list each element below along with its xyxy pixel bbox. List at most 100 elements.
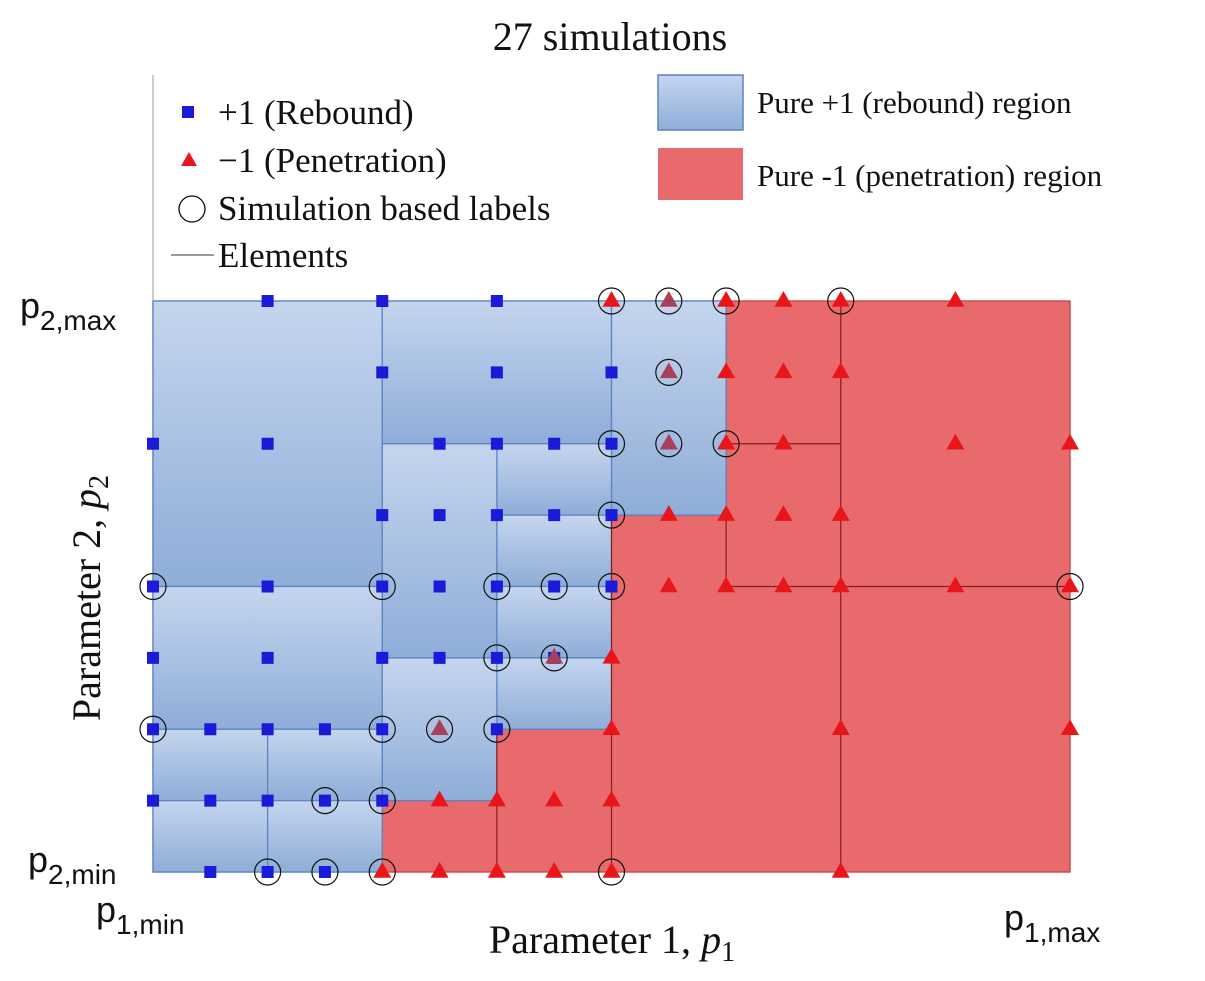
y-max-tick-label: p2,max	[20, 285, 116, 336]
legend-triangle-icon	[181, 152, 197, 166]
simulation-circle-18	[368, 715, 396, 743]
penetration-point-29	[831, 719, 850, 735]
penetration-point-22	[831, 576, 850, 593]
rebound-point-32	[261, 723, 274, 736]
rebound-point-16	[605, 509, 618, 522]
penetration-point-5	[946, 291, 965, 307]
rebound-point-34	[376, 723, 389, 736]
simulation-circle-17	[139, 715, 167, 743]
rebound-point-42	[261, 866, 274, 878]
x-axis-label: Parameter 1, p1	[489, 917, 735, 968]
simulation-circle-13	[597, 572, 626, 601]
penetration-point-18	[831, 505, 850, 521]
simulation-circle-1	[655, 287, 683, 315]
rebound-point-3	[376, 366, 389, 379]
x-min-tick-label: p1,min	[96, 889, 185, 940]
penetration-point-9	[831, 362, 850, 379]
rebound-point-37	[204, 794, 217, 807]
rebound-element-12	[152, 799, 269, 873]
penetration-point-0	[602, 291, 621, 307]
penetration-point-7	[717, 362, 736, 379]
rebound-point-4	[490, 366, 503, 379]
legend-circle-icon	[178, 195, 206, 223]
rebound-point-23	[605, 580, 618, 593]
penetration-point-33	[545, 790, 564, 807]
penetration-point-24	[1061, 576, 1079, 593]
rebound-point-36	[147, 794, 159, 807]
rebound-point-17	[147, 580, 159, 593]
penetration-point-13	[946, 433, 965, 450]
legend-item-rebound: +1 (Rebound)	[182, 93, 414, 132]
rebound-point-31	[204, 723, 217, 736]
simulation-circles	[139, 287, 1084, 886]
simulation-circle-25	[368, 858, 396, 886]
penetration-point-19	[659, 576, 678, 593]
simulation-circle-0	[597, 287, 626, 315]
simulation-circle-19	[425, 715, 454, 743]
simulation-circle-4	[655, 358, 683, 386]
simulation-circle-21	[311, 787, 339, 815]
simulation-circle-15	[483, 644, 511, 672]
penetration-point-8	[774, 362, 793, 379]
simulation-circle-2	[712, 287, 740, 315]
legend-label: Simulation based labels	[218, 189, 550, 228]
penetration-point-26	[602, 647, 621, 664]
penetration-point-38	[545, 862, 564, 878]
rebound-point-19	[376, 580, 389, 593]
y-axis-label: Parameter 2, p2	[64, 475, 115, 721]
data-points	[147, 291, 1079, 878]
simulation-circle-20	[483, 715, 511, 743]
rebound-element-4	[496, 514, 613, 588]
rebound-point-43	[318, 866, 331, 878]
penetration-point-31	[430, 790, 449, 807]
penetration-point-28	[602, 719, 621, 735]
penetration-point-14	[1061, 433, 1079, 450]
rebound-point-40	[376, 794, 389, 807]
legend-label: Elements	[218, 236, 348, 275]
legend-item-sim: Simulation based labels	[178, 189, 550, 228]
legend-square-icon	[182, 106, 194, 118]
rebound-point-39	[318, 794, 331, 807]
legend-item-elements: Elements	[171, 236, 348, 275]
simulation-circle-3	[827, 287, 855, 315]
rebound-element-8	[496, 657, 613, 730]
legend-label: +1 (Rebound)	[218, 93, 414, 132]
rebound-point-25	[261, 651, 274, 664]
penetration-point-39	[602, 862, 621, 878]
x-max-tick-label: p1,max	[1004, 897, 1100, 948]
rebound-element-6	[496, 585, 613, 659]
rebound-point-0	[261, 295, 274, 307]
penetration-point-10	[659, 433, 678, 450]
rebound-point-24	[147, 651, 159, 664]
penetration-point-40	[831, 862, 850, 878]
simulation-circle-22	[368, 787, 396, 815]
simulation-circle-23	[254, 858, 282, 886]
rebound-point-11	[605, 437, 618, 450]
simulation-circle-7	[712, 430, 740, 458]
legend-label: Pure -1 (penetration) region	[757, 158, 1103, 193]
simulation-circle-16	[540, 644, 568, 672]
legend-item-pure_penetration: Pure -1 (penetration) region	[658, 148, 1103, 200]
rebound-point-9	[490, 437, 503, 450]
simulation-circle-6	[655, 430, 683, 458]
rebound-point-5	[605, 366, 618, 379]
legend-label: −1 (Penetration)	[218, 141, 447, 180]
rebound-element-5	[381, 443, 498, 659]
rebound-point-8	[433, 437, 446, 450]
rebound-element-3	[496, 443, 613, 516]
rebound-point-2	[490, 295, 503, 307]
rebound-point-7	[261, 437, 274, 450]
rebound-point-15	[548, 509, 561, 522]
rebound-element-2	[610, 300, 727, 516]
legend-item-penetration: −1 (Penetration)	[181, 141, 447, 180]
rebound-point-33	[318, 723, 331, 736]
legend-right: Pure +1 (rebound) region Pure -1 (penetra…	[657, 74, 1103, 200]
simulation-circle-5	[597, 430, 626, 458]
simulation-circle-12	[540, 572, 568, 601]
rebound-point-26	[376, 651, 389, 664]
rebound-point-6	[147, 437, 159, 450]
penetration-point-6	[659, 362, 678, 379]
rebound-point-35	[490, 723, 503, 736]
